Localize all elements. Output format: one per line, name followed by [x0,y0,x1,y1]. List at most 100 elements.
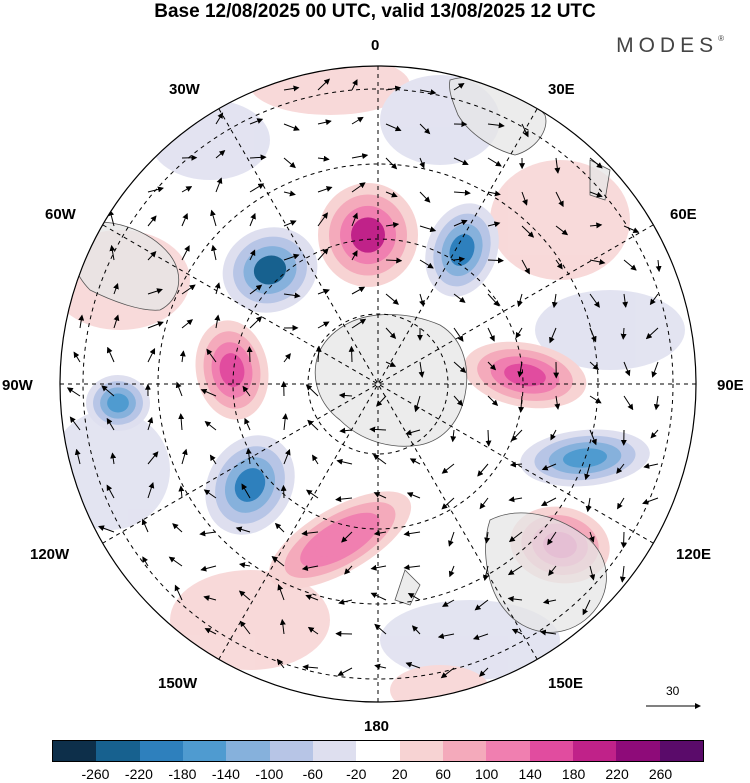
wind-vector [175,381,183,397]
wind-vector [620,327,627,340]
wind-vector [589,327,597,343]
wind-vector [407,592,421,601]
wind-vector [214,282,221,295]
wind-vector [411,625,421,635]
wind-vector [200,388,217,397]
wind-vector [419,225,437,233]
wind-vector [441,497,455,510]
wind-vector [507,565,523,576]
wind-vector [509,461,523,468]
wind-vector [617,497,625,510]
colorbar-label: -60 [302,766,323,782]
wind-vector [245,447,252,465]
wind-vector [338,392,353,399]
wind-vector [623,361,631,377]
wind-vector [419,259,434,269]
wind-vector [283,190,296,197]
wind-vector [280,484,287,499]
wind-vector [110,452,117,465]
colorbar-label: 180 [561,766,586,782]
wind-vector [385,361,397,367]
wind-vector [181,284,196,295]
wind-vector [589,429,597,446]
wind-vector [244,417,251,431]
wind-vector [370,592,387,601]
colorbar-segment [139,741,183,761]
wind-vector [98,525,115,533]
wind-vector [643,463,659,469]
wind-vector [584,463,591,481]
wind-vector [147,321,164,329]
wind-vector [549,327,557,344]
colorbar-label: 100 [474,766,499,782]
wind-vector [307,626,319,635]
wind-vector [487,257,505,264]
lon-label-90e: 90E [717,377,744,394]
wind-vector [283,157,296,169]
wind-vector [448,565,455,578]
wind-vector [239,620,251,635]
wind-vector [181,212,188,227]
wind-vector [482,565,489,582]
wind-vector [249,249,256,261]
wind-vector [249,154,267,161]
wind-vector [307,419,319,431]
wind-vector [642,497,659,505]
wind-vector [210,209,217,227]
wind-vector [406,492,421,499]
south-america [68,221,179,311]
wind-vector [283,292,301,299]
colorbar-segment [442,741,487,761]
wind-vector [589,565,596,581]
wind-vector [453,189,471,196]
colorbar-segment [659,741,703,761]
wind-vector [235,526,251,533]
colorbar-segment [572,741,617,761]
colorbar-segment [182,741,227,761]
colorbar-label: -180 [168,766,197,782]
colorbar-label: -100 [255,766,284,782]
wind-vector [589,258,606,265]
wind-vector [441,463,455,474]
wind-vector [619,565,626,583]
wind-vector [521,259,530,275]
wind-vector [341,531,353,543]
wind-vector [200,565,217,572]
wind-vector [479,497,489,510]
wind-vector [174,584,183,601]
wind-vector [487,395,499,407]
wind-vector [249,212,256,227]
map-border [59,65,697,703]
wind-vector [106,346,115,363]
wind-vector [453,293,466,303]
wind-vector [339,427,353,434]
wind-vector [589,157,603,169]
madagascar [589,159,611,201]
wind-vector [582,599,591,616]
wind-vector [317,288,330,295]
wind-vector [147,288,163,295]
wind-vector [554,157,561,174]
wind-vector [521,191,528,206]
wind-vector [484,531,491,544]
wind-vector [623,395,634,411]
wind-vector [453,395,464,407]
wind-vector [651,361,659,378]
wind-vector [344,565,353,575]
wind-vector [539,629,557,636]
wind-vector [147,416,154,431]
wind-vector [419,293,425,307]
lon-label-150w: 150W [158,675,198,692]
brand-logo: MODES® [616,34,724,58]
wind-vector [507,596,523,602]
colorbar-label: -260 [81,766,110,782]
wind-vector [246,346,253,363]
wind-vector [73,351,81,363]
wind-vector [542,598,557,605]
wind-vector [301,530,319,537]
wind-vector [649,293,659,306]
wind-vector [555,191,564,208]
wind-vector [209,454,217,465]
wind-vector [554,395,561,410]
wind-vector [403,530,421,537]
